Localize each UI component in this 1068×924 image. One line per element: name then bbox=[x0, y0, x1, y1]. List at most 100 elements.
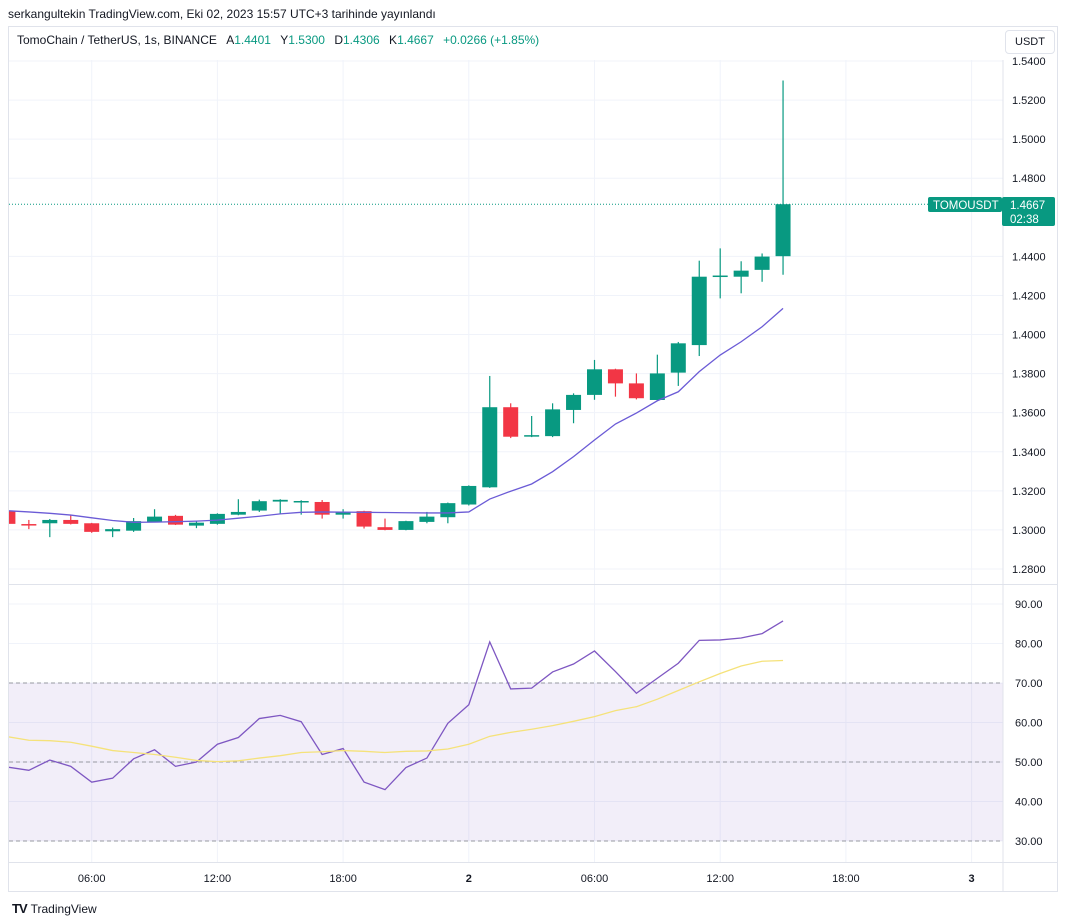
candle-body bbox=[503, 407, 519, 437]
price-tick-label: 1.4200 bbox=[1012, 290, 1046, 302]
time-tick-label: 06:00 bbox=[78, 873, 106, 885]
candle-body bbox=[398, 521, 414, 530]
close-value: 1.4667 bbox=[397, 33, 434, 47]
candle-body bbox=[670, 343, 686, 373]
price-label-price: 1.4667 bbox=[1010, 200, 1045, 212]
candle-body bbox=[733, 270, 749, 277]
rsi-tick-label: 50.00 bbox=[1015, 757, 1043, 769]
candle-body bbox=[9, 510, 16, 524]
candle bbox=[649, 354, 665, 401]
candle bbox=[691, 260, 707, 357]
candle bbox=[84, 522, 100, 533]
candle-body bbox=[272, 499, 288, 502]
price-tick-label: 1.4400 bbox=[1012, 251, 1046, 263]
candle-body bbox=[440, 503, 456, 518]
candle-body bbox=[42, 519, 58, 524]
rsi-tick-label: 70.00 bbox=[1015, 678, 1043, 690]
candle bbox=[482, 375, 498, 488]
price-tick-label: 1.2800 bbox=[1012, 564, 1046, 576]
candle-body bbox=[314, 501, 330, 515]
candle bbox=[126, 517, 142, 532]
candle-body bbox=[649, 373, 665, 400]
candle-body bbox=[105, 529, 121, 532]
candle-body bbox=[691, 276, 707, 346]
publisher-line: serkangultekin TradingView.com, Eki 02, … bbox=[8, 7, 436, 21]
candle-body bbox=[188, 522, 204, 526]
footer-brand: TradingView bbox=[30, 901, 97, 916]
candle bbox=[209, 513, 225, 525]
candle-body bbox=[168, 515, 183, 525]
rsi-line bbox=[9, 620, 784, 791]
candle-body bbox=[545, 409, 561, 437]
candle-body bbox=[147, 516, 163, 522]
candle bbox=[335, 509, 351, 519]
candle-body bbox=[377, 527, 393, 530]
candle bbox=[377, 518, 393, 531]
candle-body bbox=[251, 501, 267, 511]
candle bbox=[9, 510, 16, 524]
candle bbox=[42, 518, 58, 538]
candle bbox=[147, 509, 163, 523]
candle-body bbox=[419, 516, 435, 522]
price-tick-label: 1.4800 bbox=[1012, 173, 1046, 185]
time-tick-label: 2 bbox=[466, 873, 472, 885]
candle-body bbox=[63, 519, 79, 524]
footer: TV TradingView bbox=[12, 901, 97, 916]
candle bbox=[188, 520, 204, 529]
rsi-tick-label: 40.00 bbox=[1015, 797, 1043, 809]
time-tick-label: 06:00 bbox=[581, 873, 609, 885]
candle-body bbox=[628, 383, 644, 399]
candle-body bbox=[461, 485, 477, 505]
rsi-tick-label: 30.00 bbox=[1015, 836, 1043, 848]
candle bbox=[503, 403, 519, 439]
time-tick-label: 3 bbox=[969, 873, 975, 885]
candle bbox=[63, 514, 79, 525]
price-tick-label: 1.3400 bbox=[1012, 447, 1046, 459]
rsi-tick-label: 60.00 bbox=[1015, 718, 1043, 730]
moving-average bbox=[9, 307, 784, 523]
price-label-countdown: 02:38 bbox=[1010, 214, 1039, 226]
time-tick-label: 12:00 bbox=[706, 873, 734, 885]
candle-body bbox=[293, 500, 309, 503]
candle-body bbox=[775, 204, 791, 257]
candle bbox=[105, 527, 121, 538]
candle-body bbox=[230, 511, 246, 515]
candle-body bbox=[335, 511, 351, 515]
time-tick-label: 18:00 bbox=[832, 873, 860, 885]
candle bbox=[670, 341, 686, 386]
currency-button[interactable]: USDT bbox=[1005, 30, 1055, 54]
high-value: 1.5300 bbox=[288, 33, 325, 47]
last-price-label: TOMOUSDT 1.4667 02:38 bbox=[928, 197, 1055, 226]
rsi-band bbox=[9, 682, 1003, 842]
time-tick-label: 18:00 bbox=[329, 873, 357, 885]
candle-body bbox=[754, 256, 770, 270]
chart-frame bbox=[8, 26, 1058, 892]
candle-body bbox=[84, 523, 100, 532]
rsi-tick-label: 80.00 bbox=[1015, 639, 1043, 651]
candle bbox=[566, 393, 582, 424]
candle-body bbox=[566, 394, 582, 410]
candle bbox=[587, 359, 602, 400]
candles bbox=[9, 80, 791, 538]
candle-body bbox=[587, 369, 602, 395]
symbol-legend: TomoChain / TetherUS, 1s, BINANCE A1.440… bbox=[17, 33, 539, 47]
price-tick-label: 1.3000 bbox=[1012, 525, 1046, 537]
change-value: +0.0266 (+1.85%) bbox=[443, 33, 540, 47]
price-tick-label: 1.5000 bbox=[1012, 134, 1046, 146]
candle-body bbox=[482, 407, 498, 488]
high-label: Y bbox=[280, 33, 289, 47]
price-tick-label: 1.3800 bbox=[1012, 369, 1046, 381]
candle bbox=[712, 248, 728, 299]
price-tick-label: 1.5200 bbox=[1012, 95, 1046, 107]
candle bbox=[607, 368, 623, 397]
candle bbox=[461, 485, 477, 506]
candle-body bbox=[126, 521, 142, 531]
price-tick-label: 1.5400 bbox=[1012, 56, 1046, 68]
time-tick-label: 12:00 bbox=[204, 873, 232, 885]
low-label: D bbox=[334, 33, 343, 47]
close-label: K bbox=[389, 33, 398, 47]
candle bbox=[21, 519, 37, 530]
symbol-name: TomoChain / TetherUS, 1s, BINANCE bbox=[17, 33, 217, 47]
candle-body bbox=[21, 524, 37, 526]
